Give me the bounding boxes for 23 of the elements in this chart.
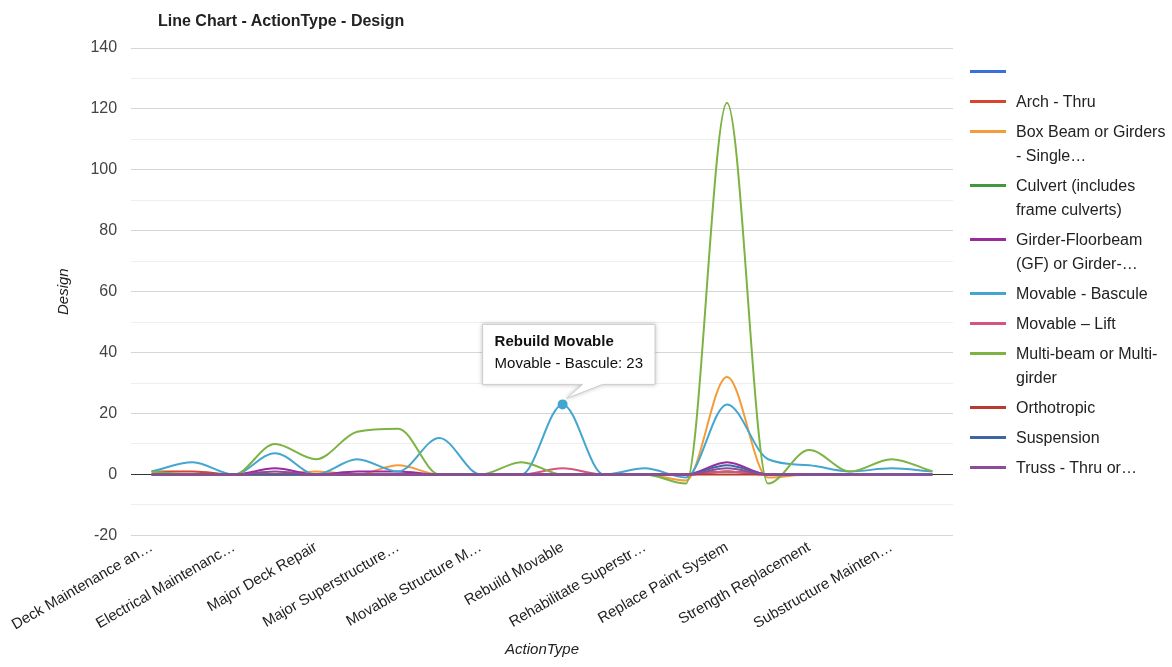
y-tick-label: 60 xyxy=(99,282,118,300)
legend-label: Truss - Thru or… xyxy=(1016,458,1138,478)
y-tick-label: 100 xyxy=(90,160,118,178)
chart-title: Line Chart - ActionType - Design xyxy=(158,12,405,30)
legend-label: Movable - Bascule xyxy=(1016,284,1149,304)
y-tick-label: 120 xyxy=(90,99,118,117)
y-tick-label: 80 xyxy=(99,221,118,239)
y-tick-label: 20 xyxy=(99,403,118,421)
y-axis-title: Design xyxy=(53,268,71,316)
legend-label: Culvert (includes frame culverts) xyxy=(1016,176,1137,220)
legend-label: Girder-Floorbeam (GF) or Girder-… xyxy=(1016,230,1144,274)
annotation: Rebuild Movable Movable - Bascule: 23 xyxy=(494,332,644,372)
legend-label: Suspension xyxy=(1016,428,1101,448)
legend-label: Multi-beam or Multi-girder xyxy=(1016,344,1159,388)
legend-label: Orthotropic xyxy=(1016,398,1097,418)
y-tick-label: -20 xyxy=(93,525,118,543)
x-axis-title: ActionType xyxy=(504,640,580,658)
legend-label: Arch - Thru xyxy=(1016,92,1097,112)
legend-label: Movable – Lift xyxy=(1016,314,1117,334)
legend-label: Box Beam or Girders - Single… xyxy=(1016,122,1167,166)
y-tick-label: 0 xyxy=(108,464,118,482)
y-tick-label: 140 xyxy=(90,38,118,56)
y-tick-label: 40 xyxy=(99,343,118,361)
